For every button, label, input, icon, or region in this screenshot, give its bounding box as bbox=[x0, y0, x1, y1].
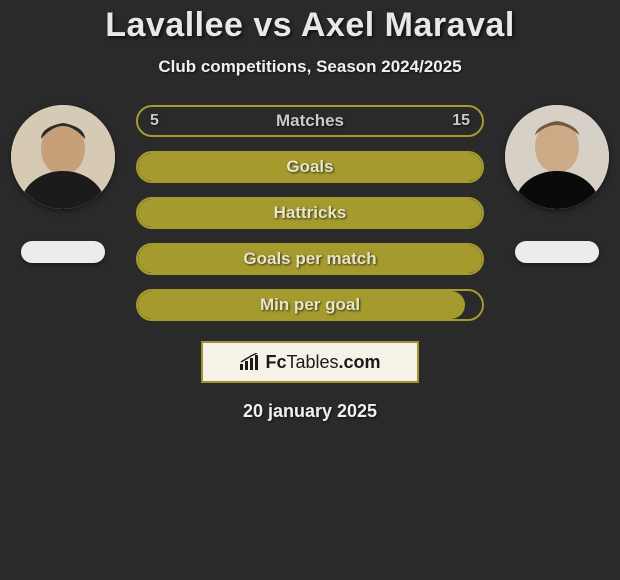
stat-bar: Matches 5 15 bbox=[136, 105, 484, 137]
chart-icon bbox=[239, 353, 261, 371]
stat-bar-label: Hattricks bbox=[274, 203, 347, 223]
stat-bar-label: Goals per match bbox=[243, 249, 376, 269]
stat-bar-label: Goals bbox=[286, 157, 333, 177]
brand-logo-text: FcTables.com bbox=[265, 352, 380, 373]
main-row: Matches 5 15 Goals Hattricks Goals per match M… bbox=[0, 105, 620, 321]
player-right-avatar bbox=[505, 105, 609, 209]
avatar-placeholder-icon bbox=[505, 105, 609, 209]
player-left-column bbox=[8, 105, 118, 263]
avatar-placeholder-icon bbox=[11, 105, 115, 209]
stat-bar: Hattricks bbox=[136, 197, 484, 229]
stat-bars: Matches 5 15 Goals Hattricks Goals per match M… bbox=[136, 105, 484, 321]
player-left-avatar bbox=[11, 105, 115, 209]
brand-part-b: Tables bbox=[286, 352, 338, 372]
stat-bar: Min per goal bbox=[136, 289, 484, 321]
brand-logo-box: FcTables.com bbox=[201, 341, 419, 383]
stat-bar: Goals bbox=[136, 151, 484, 183]
subtitle: Club competitions, Season 2024/2025 bbox=[0, 57, 620, 77]
date-label: 20 january 2025 bbox=[0, 401, 620, 422]
player-right-column bbox=[502, 105, 612, 263]
page-title: Lavallee vs Axel Maraval bbox=[0, 6, 620, 45]
brand-part-a: Fc bbox=[265, 352, 286, 372]
player-right-flag bbox=[515, 241, 599, 263]
comparison-card: Lavallee vs Axel Maraval Club competitio… bbox=[0, 0, 620, 422]
stat-bar-label: Min per goal bbox=[260, 295, 360, 315]
stat-bar-label: Matches bbox=[276, 111, 344, 131]
stat-bar-value-left: 5 bbox=[150, 112, 159, 130]
stat-bar: Goals per match bbox=[136, 243, 484, 275]
brand-part-c: .com bbox=[339, 352, 381, 372]
player-left-flag bbox=[21, 241, 105, 263]
stat-bar-value-right: 15 bbox=[452, 112, 470, 130]
